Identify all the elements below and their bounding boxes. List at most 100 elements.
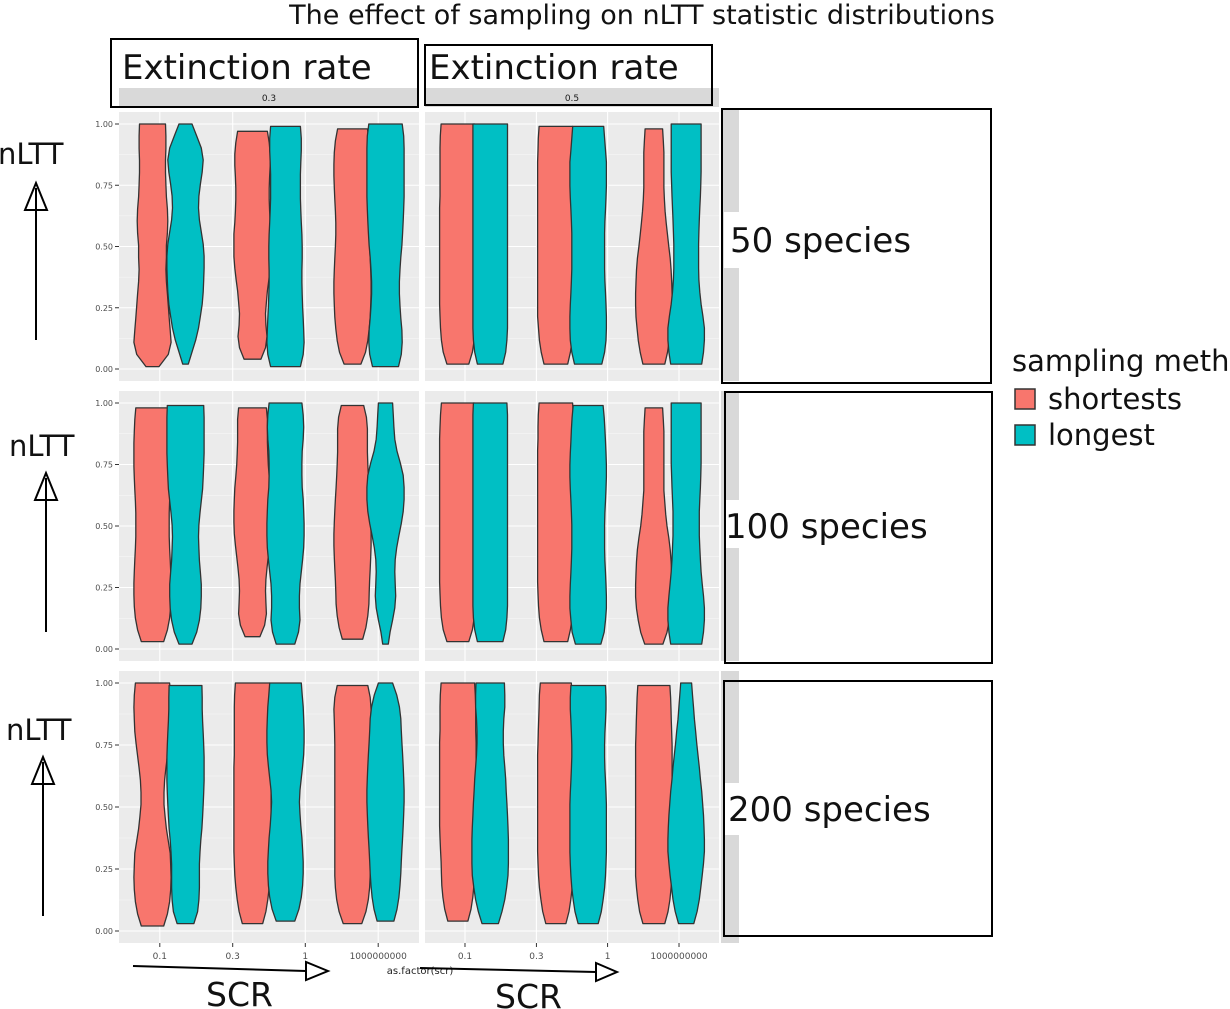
y-tick-label: 1.00: [95, 399, 113, 408]
y-tick-label: 0.25: [95, 304, 113, 313]
x-tick-label: 1000000000: [650, 952, 708, 962]
col-header-label-2: Extinction rate: [429, 48, 679, 88]
violin-longest-scr-1: [366, 402, 405, 645]
axes-layer: 0.00 0.25 0.50 0.75 1.00 0.00 0.25 0.50 0.75 1.00…: [95, 120, 708, 962]
col-header-label-1: Extinction rate: [122, 48, 372, 88]
up-arrow-icon: [33, 470, 59, 632]
facet-panel-r2-c1: [119, 391, 419, 661]
violin-longest-scr-0.3: [266, 682, 305, 922]
row-header-box-2: [724, 391, 993, 664]
y-arrow-label-3: nLTT: [6, 713, 72, 747]
violin-longest-scr-0.1: [166, 404, 205, 645]
col-header-box-2: [424, 44, 713, 106]
violin-longest-scr-0.1: [471, 682, 510, 925]
y-tick-label: 0.50: [95, 522, 113, 531]
violin-longest-scr-1: [667, 402, 706, 645]
violin-shortests-scr-1: [333, 404, 372, 640]
x-tick-label: 1: [605, 952, 611, 962]
x-axis-title: as.factor(scr): [387, 966, 454, 977]
right-arrow-icon: [132, 960, 331, 982]
x-tick-label: 0.3: [226, 952, 240, 962]
x-tick-label: 1000000000: [350, 952, 408, 962]
y-tick-label: 0.50: [95, 803, 113, 812]
violin-shortests-scr-0.3: [536, 125, 575, 365]
violin-longest-scr-0.1: [166, 123, 205, 365]
facet-panel-r3-c2: [425, 671, 719, 943]
violin-shortests-scr-0.1: [438, 682, 477, 922]
violin-longest-scr-0.3: [266, 125, 305, 368]
legend-label-longest: longest: [1048, 418, 1155, 452]
violin-longest-scr-0.3: [569, 404, 608, 645]
violin-shortests-scr-0.1: [133, 123, 172, 368]
facet-panel-r1-c1: [119, 112, 419, 381]
violin-longest-scr-1: [366, 123, 405, 368]
x-arrow-label-2: SCR: [495, 977, 562, 1009]
y-tick-label: 0.75: [95, 461, 113, 470]
up-arrow-icon: [23, 180, 49, 340]
facet-strip-col-2: [425, 88, 719, 107]
violin-longest-scr-0.3: [266, 402, 305, 645]
legend-key-shortests: [1014, 388, 1036, 410]
chart-title: The effect of sampling on nLTT statistic…: [288, 0, 995, 31]
y-tick-label: 0.00: [95, 645, 113, 654]
violin-shortests-scr-1: [333, 128, 372, 365]
violin-longest-scr-1: [667, 123, 706, 365]
y-tick-label: 0.00: [95, 927, 113, 936]
violin-shortests-scr-1: [634, 684, 673, 925]
right-arrow-icon: [419, 961, 620, 983]
violin-longest-scr-0.1: [166, 684, 205, 925]
x-arrow-label-1: SCR: [206, 975, 273, 1009]
col-header-box-1: [110, 38, 419, 108]
violin-shortests-scr-0.3: [233, 130, 272, 360]
legend-key-longest: [1014, 424, 1036, 446]
violin-shortests-scr-0.1: [438, 402, 477, 643]
violin-shortests-scr-0.3: [536, 402, 575, 643]
row-header-mask-2: [726, 500, 822, 548]
facet-panel-r2-c2: [425, 391, 719, 661]
violin-longest-scr-1: [366, 682, 405, 922]
y-tick-label: 0.00: [95, 365, 113, 374]
violin-shortests-scr-0.1: [133, 407, 172, 643]
legend-title: sampling metho: [1012, 344, 1230, 378]
y-tick-label: 0.75: [95, 181, 113, 190]
up-arrow-icon: [30, 754, 56, 916]
facet-panel-r1-c2: [425, 112, 719, 381]
row-header-label-1: 50 species: [730, 221, 911, 261]
y-tick-label: 0.50: [95, 243, 113, 252]
row-header-mask-3: [725, 783, 821, 835]
violin-longest-scr-0.1: [472, 402, 509, 643]
row-header-box-3: [723, 680, 993, 937]
facet-panel-r3-c1: [119, 671, 419, 943]
violin-shortests-scr-0.1: [438, 123, 477, 365]
facet-strip-label-col-2: 0.5: [565, 94, 579, 104]
facet-strip-col-1: [119, 88, 419, 107]
row-header-box-1: [721, 108, 992, 384]
y-arrow-label-1: nLTT: [0, 137, 64, 171]
y-tick-label: 1.00: [95, 120, 113, 129]
y-arrow-label-2: nLTT: [9, 429, 75, 463]
facet-strip-label-col-1: 0.3: [262, 94, 276, 104]
violin-longest-scr-1: [667, 682, 706, 925]
y-tick-label: 0.25: [95, 865, 113, 874]
row-header-mask-1: [724, 212, 820, 268]
legend-label-shortests: shortests: [1048, 382, 1182, 416]
y-tick-label: 1.00: [95, 679, 113, 688]
panels-layer: [119, 112, 719, 943]
x-tick-label: 1: [302, 952, 308, 962]
violin-longest-scr-0.3: [569, 125, 608, 365]
violin-shortests-scr-1: [333, 684, 372, 925]
row-header-label-3: 200 species: [728, 790, 931, 830]
violin-longest-scr-0.1: [472, 123, 509, 365]
x-tick-label: 0.1: [458, 952, 472, 962]
y-tick-label: 0.75: [95, 741, 113, 750]
violin-shortests-scr-0.3: [536, 682, 575, 925]
y-tick-label: 0.25: [95, 584, 113, 593]
row-header-label-2: 100 species: [725, 507, 928, 547]
violin-longest-scr-0.3: [569, 684, 608, 925]
violin-shortests-scr-0.3: [233, 682, 272, 925]
violin-shortests-scr-0.1: [133, 682, 172, 927]
violin-shortests-scr-0.3: [233, 407, 272, 638]
x-tick-label: 0.1: [153, 952, 167, 962]
x-tick-label: 0.3: [529, 952, 543, 962]
